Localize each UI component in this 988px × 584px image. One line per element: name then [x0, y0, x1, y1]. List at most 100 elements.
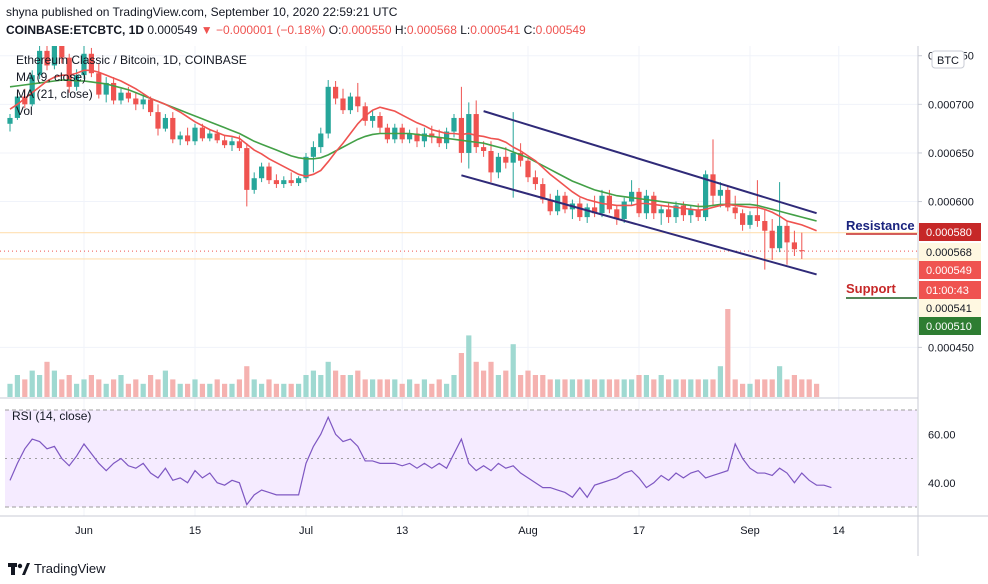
candle[interactable] [66, 53, 72, 93]
candle[interactable] [103, 77, 109, 103]
candle[interactable] [318, 127, 324, 153]
candle[interactable] [784, 221, 790, 265]
candle[interactable] [688, 205, 694, 223]
candle[interactable] [244, 143, 250, 207]
currency-badge[interactable]: BTC [931, 50, 965, 69]
candle[interactable] [673, 201, 679, 223]
candle[interactable] [429, 125, 435, 144]
candle[interactable] [118, 88, 124, 105]
candle[interactable] [251, 172, 257, 194]
candle[interactable] [717, 182, 723, 208]
candle[interactable] [370, 110, 376, 128]
chart-svg[interactable]: 0.0004500.0006000.0006500.0007000.000750… [0, 46, 988, 556]
candle[interactable] [192, 123, 198, 146]
candle[interactable] [199, 123, 205, 142]
candle[interactable] [458, 86, 464, 163]
candle[interactable] [170, 112, 176, 144]
candle[interactable] [111, 77, 117, 105]
candle[interactable] [14, 92, 20, 120]
candle[interactable] [547, 193, 553, 216]
candle[interactable] [185, 127, 191, 146]
candle[interactable] [266, 162, 272, 185]
support-annotation[interactable]: Support [846, 281, 917, 299]
candle[interactable] [140, 94, 146, 110]
time-axis[interactable]: Jun 15 Jul 13 Aug 17 Sep 14 [75, 525, 845, 537]
candle[interactable] [133, 92, 139, 111]
candle[interactable] [495, 152, 501, 179]
candle[interactable] [503, 147, 509, 169]
candle[interactable] [347, 92, 353, 115]
candle[interactable] [155, 104, 161, 136]
candle[interactable] [44, 46, 50, 71]
candle[interactable] [414, 127, 420, 148]
resistance-annotation[interactable]: Resistance [846, 218, 917, 235]
candle-body [199, 127, 205, 139]
candle[interactable] [273, 174, 279, 188]
candle[interactable] [259, 162, 265, 183]
candle[interactable] [540, 178, 546, 204]
candle[interactable] [510, 112, 516, 198]
volume-bar [547, 379, 553, 397]
candle[interactable] [333, 81, 339, 105]
candle[interactable] [747, 211, 753, 229]
candle[interactable] [7, 114, 13, 132]
candle[interactable] [658, 205, 664, 225]
candle[interactable] [799, 232, 805, 259]
candle[interactable] [732, 195, 738, 220]
candle[interactable] [488, 141, 494, 183]
channel-upper-line[interactable] [483, 110, 817, 215]
candle[interactable] [29, 70, 35, 107]
candle[interactable] [436, 129, 442, 148]
descending-channel[interactable] [461, 110, 817, 276]
candle[interactable] [303, 152, 309, 183]
candle[interactable] [636, 187, 642, 218]
candle[interactable] [614, 205, 620, 225]
candle[interactable] [592, 195, 598, 218]
symbol-label[interactable]: COINBASE:ETCBTC, 1D [6, 23, 145, 37]
candle[interactable] [207, 129, 213, 142]
candle[interactable] [296, 176, 302, 186]
candle[interactable] [473, 100, 479, 153]
candle[interactable] [525, 156, 531, 183]
candle[interactable] [222, 135, 228, 149]
candle[interactable] [148, 96, 154, 116]
candle[interactable] [96, 63, 102, 99]
chart-area[interactable]: 0.0004500.0006000.0006500.0007000.000750… [0, 46, 988, 556]
candle[interactable] [88, 47, 94, 78]
candle[interactable] [355, 82, 361, 113]
candle[interactable] [791, 230, 797, 256]
candle[interactable] [281, 176, 287, 188]
volume-bar [717, 366, 723, 397]
candle[interactable] [59, 46, 65, 64]
candle[interactable] [532, 170, 538, 190]
candle[interactable] [325, 80, 331, 139]
candle[interactable] [340, 88, 346, 115]
candle[interactable] [310, 141, 316, 173]
candle[interactable] [421, 127, 427, 148]
candle[interactable] [562, 191, 568, 214]
candle[interactable] [621, 197, 627, 223]
channel-lower-line[interactable] [461, 174, 817, 276]
volume-bars [7, 309, 820, 397]
candle[interactable] [377, 112, 383, 134]
candle[interactable] [288, 172, 294, 186]
candle[interactable] [229, 137, 235, 151]
candle[interactable] [740, 209, 746, 231]
tradingview-logo-icon[interactable] [8, 560, 30, 578]
candle[interactable] [162, 114, 168, 132]
candle[interactable] [37, 46, 43, 80]
candle[interactable] [643, 189, 649, 220]
candle[interactable] [629, 180, 635, 206]
candle[interactable] [407, 129, 413, 144]
candle[interactable] [710, 139, 716, 206]
candle[interactable] [584, 203, 590, 223]
candle[interactable] [777, 182, 783, 253]
candle[interactable] [769, 219, 775, 260]
tradingview-brand[interactable]: TradingView [34, 561, 106, 576]
candle[interactable] [177, 131, 183, 146]
candle[interactable] [81, 46, 87, 80]
candle[interactable] [51, 46, 57, 70]
candle[interactable] [754, 180, 760, 227]
candle[interactable] [362, 102, 368, 126]
candle[interactable] [725, 186, 731, 212]
